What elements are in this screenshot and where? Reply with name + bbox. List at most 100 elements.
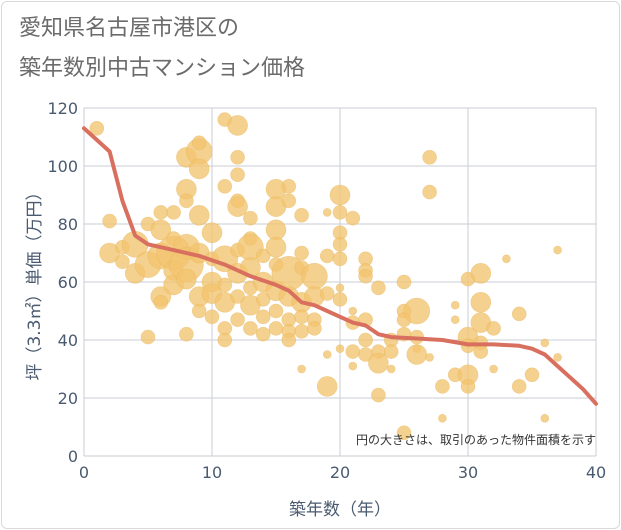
data-point <box>511 306 527 322</box>
data-point <box>294 323 309 339</box>
data-point <box>396 274 412 290</box>
data-point <box>332 205 348 220</box>
data-point <box>217 332 233 348</box>
data-point <box>188 205 210 226</box>
data-point <box>332 251 348 267</box>
data-point <box>470 262 492 284</box>
data-point <box>227 115 248 136</box>
data-point <box>294 309 309 325</box>
data-point <box>422 150 437 165</box>
data-point <box>191 135 207 151</box>
data-point <box>115 254 130 270</box>
grid-lines <box>83 107 597 457</box>
x-tick-label: 0 <box>79 463 89 482</box>
y-axis-label: 坪（3.3㎡）単価（万円） <box>25 183 45 380</box>
data-point <box>243 321 258 336</box>
data-point <box>511 379 527 394</box>
data-point <box>201 222 223 243</box>
data-point <box>368 352 389 374</box>
data-point <box>188 158 210 180</box>
data-point <box>176 268 197 290</box>
data-point <box>217 277 233 293</box>
data-point <box>332 237 348 252</box>
data-point <box>316 376 338 397</box>
data-point <box>473 344 489 359</box>
x-tick-label: 10 <box>202 463 222 482</box>
y-tick-label: 20 <box>58 389 78 408</box>
data-point <box>230 167 245 182</box>
bubble-series <box>89 112 562 441</box>
data-point <box>265 219 287 241</box>
trend-line-path <box>82 126 598 406</box>
data-point <box>383 344 399 359</box>
data-point <box>386 364 396 374</box>
data-point <box>470 291 492 313</box>
data-point <box>89 121 105 136</box>
data-point <box>425 353 434 362</box>
chart-title-line1: 愛知県名古屋市港区の <box>19 16 240 41</box>
y-tick-label: 100 <box>47 157 78 176</box>
data-point <box>150 219 172 241</box>
data-point <box>371 280 386 296</box>
data-point <box>371 387 386 403</box>
data-point <box>489 364 498 374</box>
data-point <box>460 379 476 394</box>
y-tick-label: 60 <box>58 273 78 292</box>
data-point <box>335 344 345 354</box>
data-point <box>204 309 220 325</box>
trend-line <box>82 126 598 406</box>
data-point <box>153 205 169 220</box>
data-point <box>358 332 373 348</box>
data-point <box>230 289 245 304</box>
data-point <box>102 213 117 229</box>
data-point <box>255 248 271 264</box>
data-point <box>332 292 348 307</box>
data-point <box>322 350 332 359</box>
data-point <box>319 248 335 264</box>
data-point <box>450 315 460 325</box>
y-tick-label: 120 <box>47 99 78 118</box>
data-point <box>345 210 361 226</box>
data-point <box>281 179 297 194</box>
data-point <box>255 309 271 325</box>
data-point <box>281 332 297 348</box>
x-axis-label: 築年数（年） <box>289 500 391 520</box>
axis-ticks: 0 20 40 60 80 100 120 0 10 20 30 40 <box>47 99 606 482</box>
data-point <box>540 338 550 348</box>
data-point <box>502 254 511 264</box>
data-point <box>255 292 271 307</box>
data-point <box>358 268 373 284</box>
data-point <box>179 193 194 209</box>
data-point <box>524 367 540 383</box>
data-point <box>329 184 351 206</box>
data-point <box>396 425 412 441</box>
data-point <box>297 364 306 374</box>
data-point <box>265 236 287 258</box>
data-point <box>217 179 233 194</box>
data-point <box>322 208 332 217</box>
data-point <box>166 205 181 220</box>
data-point <box>553 245 562 255</box>
data-point <box>335 283 345 293</box>
data-point <box>191 303 207 319</box>
chart-title-line2: 築年数別中古マンション価格 <box>19 56 306 81</box>
data-point <box>450 300 460 310</box>
data-point <box>179 326 194 342</box>
data-point <box>243 210 258 226</box>
data-point <box>348 361 358 371</box>
data-point <box>348 306 358 316</box>
data-point <box>153 294 169 310</box>
data-point <box>294 208 309 223</box>
x-tick-label: 30 <box>458 463 478 482</box>
data-point <box>268 303 284 319</box>
data-point <box>268 321 284 336</box>
data-point <box>307 321 322 336</box>
y-tick-label: 0 <box>68 447 78 466</box>
data-point <box>230 150 245 165</box>
data-point <box>435 379 450 394</box>
y-tick-label: 40 <box>58 331 78 350</box>
data-point <box>422 184 437 200</box>
x-tick-label: 40 <box>586 463 606 482</box>
data-point <box>281 193 297 209</box>
